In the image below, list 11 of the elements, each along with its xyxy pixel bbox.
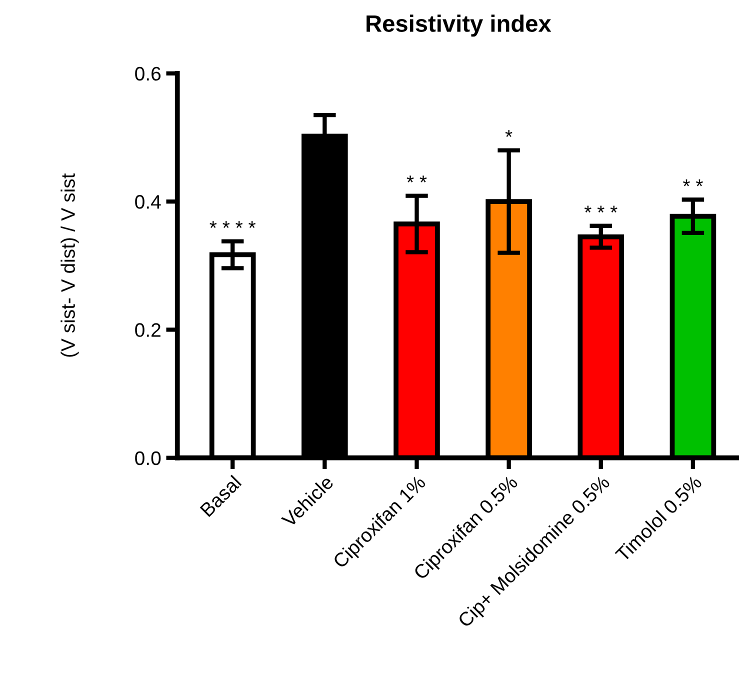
y-tick-label: 0.2: [135, 323, 160, 337]
annotation: * * * *: [210, 221, 256, 228]
annotation: *: [505, 130, 512, 137]
y-axis-title: (V sist- V dist) / V sist: [60, 173, 79, 357]
y-tick-label: 0.6: [135, 66, 161, 81]
y-tick-label: 0.4: [135, 195, 161, 209]
annotation: * * *: [584, 206, 618, 213]
y-tick-label: 0.0: [135, 451, 161, 466]
chart-title: Resistivity index: [366, 14, 552, 37]
annotation: * *: [406, 176, 427, 182]
annotation: * *: [683, 179, 703, 186]
